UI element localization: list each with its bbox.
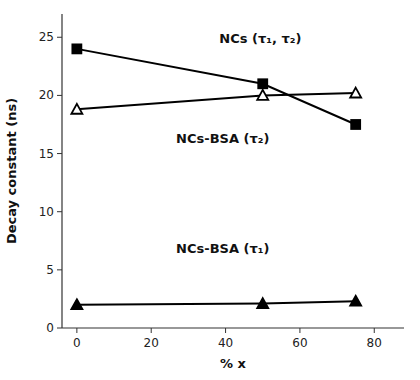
series-line bbox=[77, 93, 356, 109]
point-marker bbox=[257, 298, 268, 308]
point-marker bbox=[71, 299, 82, 309]
x-axis-label: % x bbox=[220, 356, 247, 371]
x-tick-label: 20 bbox=[144, 336, 159, 350]
x-tick bbox=[151, 328, 152, 333]
y-tick-label: 0 bbox=[46, 321, 54, 335]
plot-area bbox=[71, 44, 361, 309]
y-tick bbox=[57, 37, 62, 38]
annotation: NCs-BSA (τ₁) bbox=[176, 241, 269, 256]
point-marker bbox=[350, 88, 361, 98]
point-marker bbox=[350, 296, 361, 306]
y-tick bbox=[57, 328, 62, 329]
y-axis-label: Decay constant (ns) bbox=[4, 98, 19, 244]
point-marker bbox=[71, 104, 82, 114]
annotation: NCs-BSA (τ₂) bbox=[176, 131, 269, 146]
y-tick bbox=[57, 211, 62, 212]
x-axis-line bbox=[62, 327, 404, 328]
x-tick bbox=[225, 328, 226, 333]
point-marker bbox=[258, 79, 267, 88]
point-marker bbox=[257, 90, 268, 100]
point-marker bbox=[351, 120, 360, 129]
y-tick bbox=[57, 153, 62, 154]
y-tick bbox=[57, 269, 62, 270]
chart: 0 20 40 60 80 0 5 10 15 20 25 % x Decay constant (ns… bbox=[0, 0, 420, 380]
y-tick-label: 25 bbox=[39, 30, 54, 44]
x-tick bbox=[76, 328, 77, 333]
x-tick-label: 0 bbox=[73, 336, 81, 350]
y-tick-label: 15 bbox=[39, 147, 54, 161]
point-marker bbox=[72, 44, 81, 53]
x-tick-label: 60 bbox=[292, 336, 307, 350]
series-line bbox=[77, 49, 356, 125]
annotation: NCs (τ₁, τ₂) bbox=[219, 31, 301, 46]
x-tick bbox=[299, 328, 300, 333]
y-tick bbox=[57, 95, 62, 96]
y-tick-label: 20 bbox=[39, 88, 54, 102]
y-tick-label: 10 bbox=[39, 205, 54, 219]
x-tick bbox=[374, 328, 375, 333]
x-tick-label: 40 bbox=[218, 336, 233, 350]
x-tick-label: 80 bbox=[367, 336, 382, 350]
y-axis-line bbox=[61, 14, 62, 328]
y-tick-label: 5 bbox=[46, 263, 54, 277]
series-line bbox=[77, 301, 356, 304]
